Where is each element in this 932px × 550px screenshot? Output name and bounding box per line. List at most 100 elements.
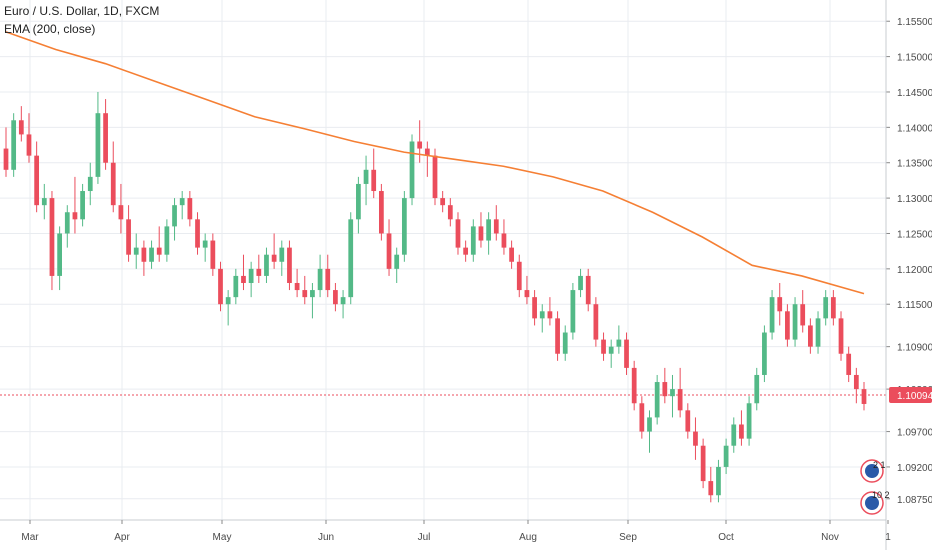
- candle-body: [34, 155, 40, 206]
- y-tick-label: 1.14500: [897, 88, 932, 99]
- candle-body: [110, 162, 116, 206]
- candle-body: [18, 120, 24, 135]
- y-tick-label: 1.12000: [897, 265, 932, 276]
- candle-body: [754, 374, 760, 404]
- price-axis[interactable]: 1.15500 1.15000 1.14500 1.14000 1.13500 1.130…: [885, 0, 932, 550]
- candle-body: [654, 382, 660, 418]
- candle-body: [417, 141, 423, 149]
- candle-body: [264, 254, 269, 276]
- earnings-icon[interactable]: 10 2: [860, 490, 890, 515]
- candle-body: [524, 290, 530, 298]
- x-tick-label: 1: [885, 532, 891, 543]
- candle-body: [486, 219, 491, 241]
- candle-body: [501, 233, 507, 248]
- symbol-title[interactable]: Euro / U.S. Dollar, 1D, FXCM: [4, 4, 160, 18]
- candle-body: [141, 247, 147, 262]
- y-tick-label: 1.13000: [897, 194, 932, 205]
- candle-body: [310, 290, 315, 298]
- candle-body: [248, 268, 254, 283]
- indicator-title[interactable]: EMA (200, close): [4, 22, 96, 36]
- candle-body: [585, 275, 591, 305]
- candle-body: [187, 198, 193, 220]
- candle-body: [792, 304, 798, 340]
- candle-body: [80, 191, 85, 220]
- candle-body: [195, 219, 200, 248]
- candle-body: [838, 318, 844, 354]
- dividends-icon-disc: [865, 464, 879, 478]
- chart-legend: Euro / U.S. Dollar, 1D, FXCM EMA (200, c…: [4, 2, 159, 38]
- candle-body: [279, 247, 285, 262]
- x-tick-label: Mar: [21, 532, 39, 543]
- candle-body: [685, 410, 691, 432]
- candle-body: [41, 198, 47, 206]
- candle-body: [432, 155, 438, 199]
- candle-body: [394, 254, 400, 269]
- candle-body: [3, 148, 9, 170]
- candle-body: [87, 176, 93, 192]
- dividends-icon[interactable]: 2 1: [860, 459, 886, 483]
- candle-body: [210, 240, 216, 269]
- x-tick-label: May: [213, 532, 232, 543]
- candle-body: [616, 339, 622, 347]
- candle-body: [547, 311, 553, 319]
- candle-body: [57, 233, 62, 276]
- candle-body: [693, 431, 698, 446]
- candle-body: [164, 226, 170, 255]
- x-tick-label: Jun: [318, 532, 334, 543]
- last-price-tag: 1.10094: [889, 387, 932, 403]
- x-tick-label: Aug: [519, 532, 537, 543]
- candle-body: [677, 389, 683, 411]
- y-tick-label: 1.13500: [897, 159, 932, 170]
- candle-body: [593, 304, 599, 340]
- candle-body: [647, 417, 652, 432]
- candle-body: [447, 205, 453, 220]
- candle-body: [723, 445, 729, 467]
- candle-body: [509, 247, 514, 262]
- candles-group: [3, 91, 867, 503]
- candle-body: [631, 367, 637, 404]
- candle-body: [225, 297, 231, 305]
- candle-body: [570, 290, 576, 333]
- x-tick-label: Apr: [114, 532, 130, 543]
- candle-body: [156, 247, 162, 255]
- candle-body: [371, 169, 377, 192]
- candle-body: [317, 268, 323, 291]
- candle-body: [708, 481, 714, 496]
- candle-body: [800, 304, 806, 326]
- earnings-icon-label: 10 2: [872, 490, 890, 500]
- candle-body: [624, 339, 629, 368]
- candle-body: [256, 268, 262, 276]
- x-tick-label: Nov: [821, 532, 839, 543]
- last-price-label: 1.10094: [897, 391, 932, 402]
- candle-body: [294, 282, 300, 291]
- candle-body: [202, 240, 208, 248]
- candle-body: [271, 254, 277, 262]
- candle-body: [72, 212, 78, 220]
- candle-body: [516, 261, 522, 291]
- candle-body: [218, 268, 223, 305]
- candle-body: [333, 290, 338, 305]
- candle-body: [762, 332, 767, 375]
- candle-body: [562, 332, 568, 354]
- candle-body: [348, 219, 354, 298]
- candle-body: [853, 374, 859, 390]
- event-markers[interactable]: 2 1 10 2: [860, 459, 890, 515]
- chart-grid: [0, 0, 886, 520]
- candle-body: [424, 148, 430, 156]
- time-axis[interactable]: Mar Apr May Jun Jul Aug Sep Oct Nov 1: [0, 519, 891, 543]
- candle-body: [287, 247, 292, 283]
- candle-body: [470, 226, 476, 255]
- candle-body: [739, 424, 744, 439]
- candle-body: [26, 134, 32, 156]
- candle-body: [11, 120, 17, 170]
- candle-body: [731, 424, 737, 446]
- candle-body: [340, 297, 346, 305]
- candle-body: [455, 219, 461, 248]
- candle-body: [608, 346, 614, 354]
- candle-body: [233, 275, 239, 298]
- candle-body: [670, 389, 675, 397]
- candle-body: [179, 198, 185, 206]
- candle-body: [149, 247, 154, 262]
- y-tick-label: 1.09200: [897, 463, 932, 474]
